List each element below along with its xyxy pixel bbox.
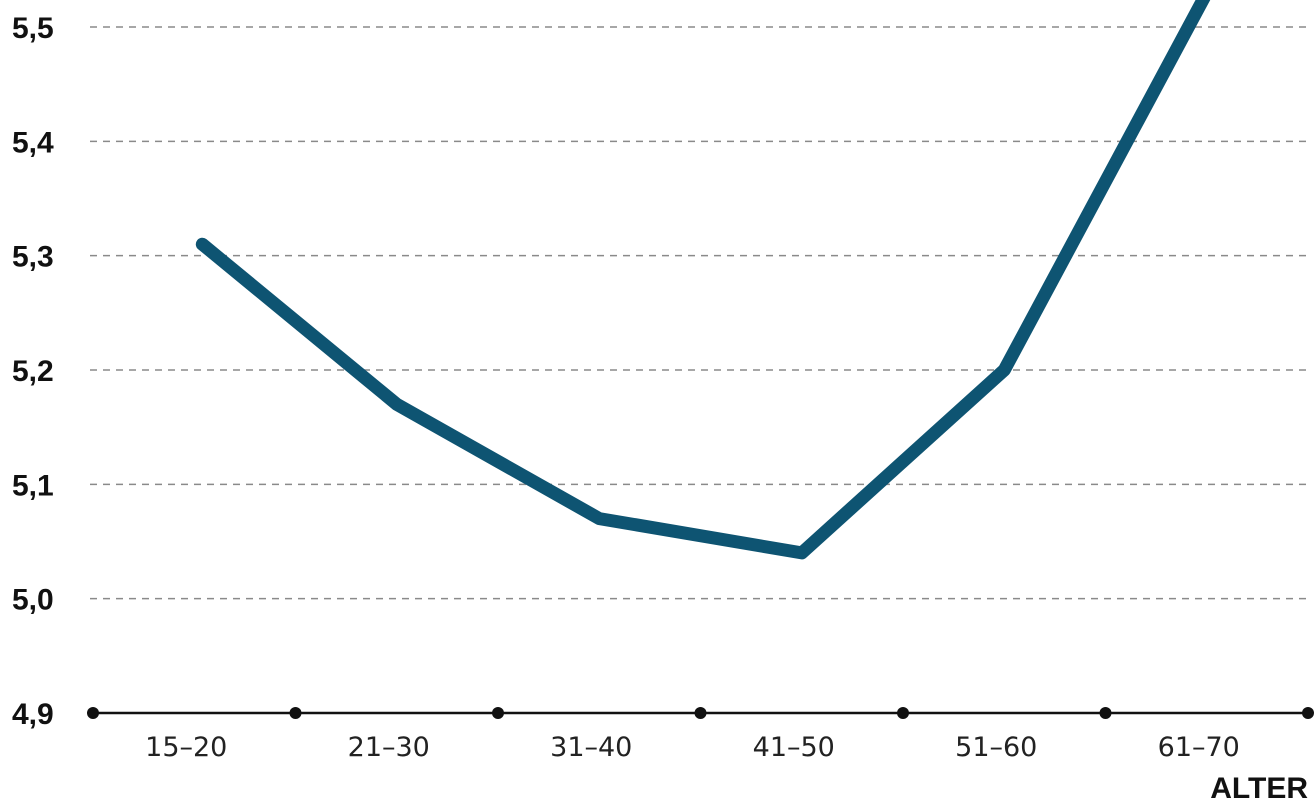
y-tick-label: 5,3 <box>12 241 54 274</box>
axis-tick-dot <box>1099 707 1112 719</box>
y-tick-label: 5,2 <box>12 355 54 388</box>
y-axis-ticks: 4,9 5,0 5,1 5,2 5,3 5,4 5,5 <box>12 12 54 731</box>
x-tick-label: 31–40 <box>550 732 632 763</box>
axis-tick-dot <box>694 707 707 719</box>
axis-tick-dot <box>897 707 909 719</box>
y-tick-label: 5,1 <box>12 469 54 502</box>
series-line <box>195 0 1211 560</box>
series-layer <box>195 0 1211 560</box>
x-tick-label: 51–60 <box>955 732 1037 763</box>
x-axis <box>87 707 1314 719</box>
x-tick-label: 41–50 <box>753 732 835 763</box>
axis-tick-dot <box>1302 707 1314 719</box>
x-tick-label: 21–30 <box>348 732 430 763</box>
y-tick-label: 5,5 <box>12 12 54 45</box>
gridlines <box>90 26 1308 600</box>
axis-tick-dot <box>289 707 302 719</box>
x-axis-ticks: 15–20 21–30 31–40 41–50 51–60 61–70 <box>145 732 1240 763</box>
x-tick-label: 61–70 <box>1158 732 1240 763</box>
axis-tick-dot <box>87 707 99 719</box>
x-tick-label: 15–20 <box>145 732 227 763</box>
x-axis-label: ALTER <box>1210 772 1308 804</box>
axis-tick-dot <box>492 707 504 719</box>
y-tick-label: 5,0 <box>12 584 54 617</box>
y-tick-label: 4,9 <box>12 698 54 731</box>
y-tick-label: 5,4 <box>12 126 54 159</box>
